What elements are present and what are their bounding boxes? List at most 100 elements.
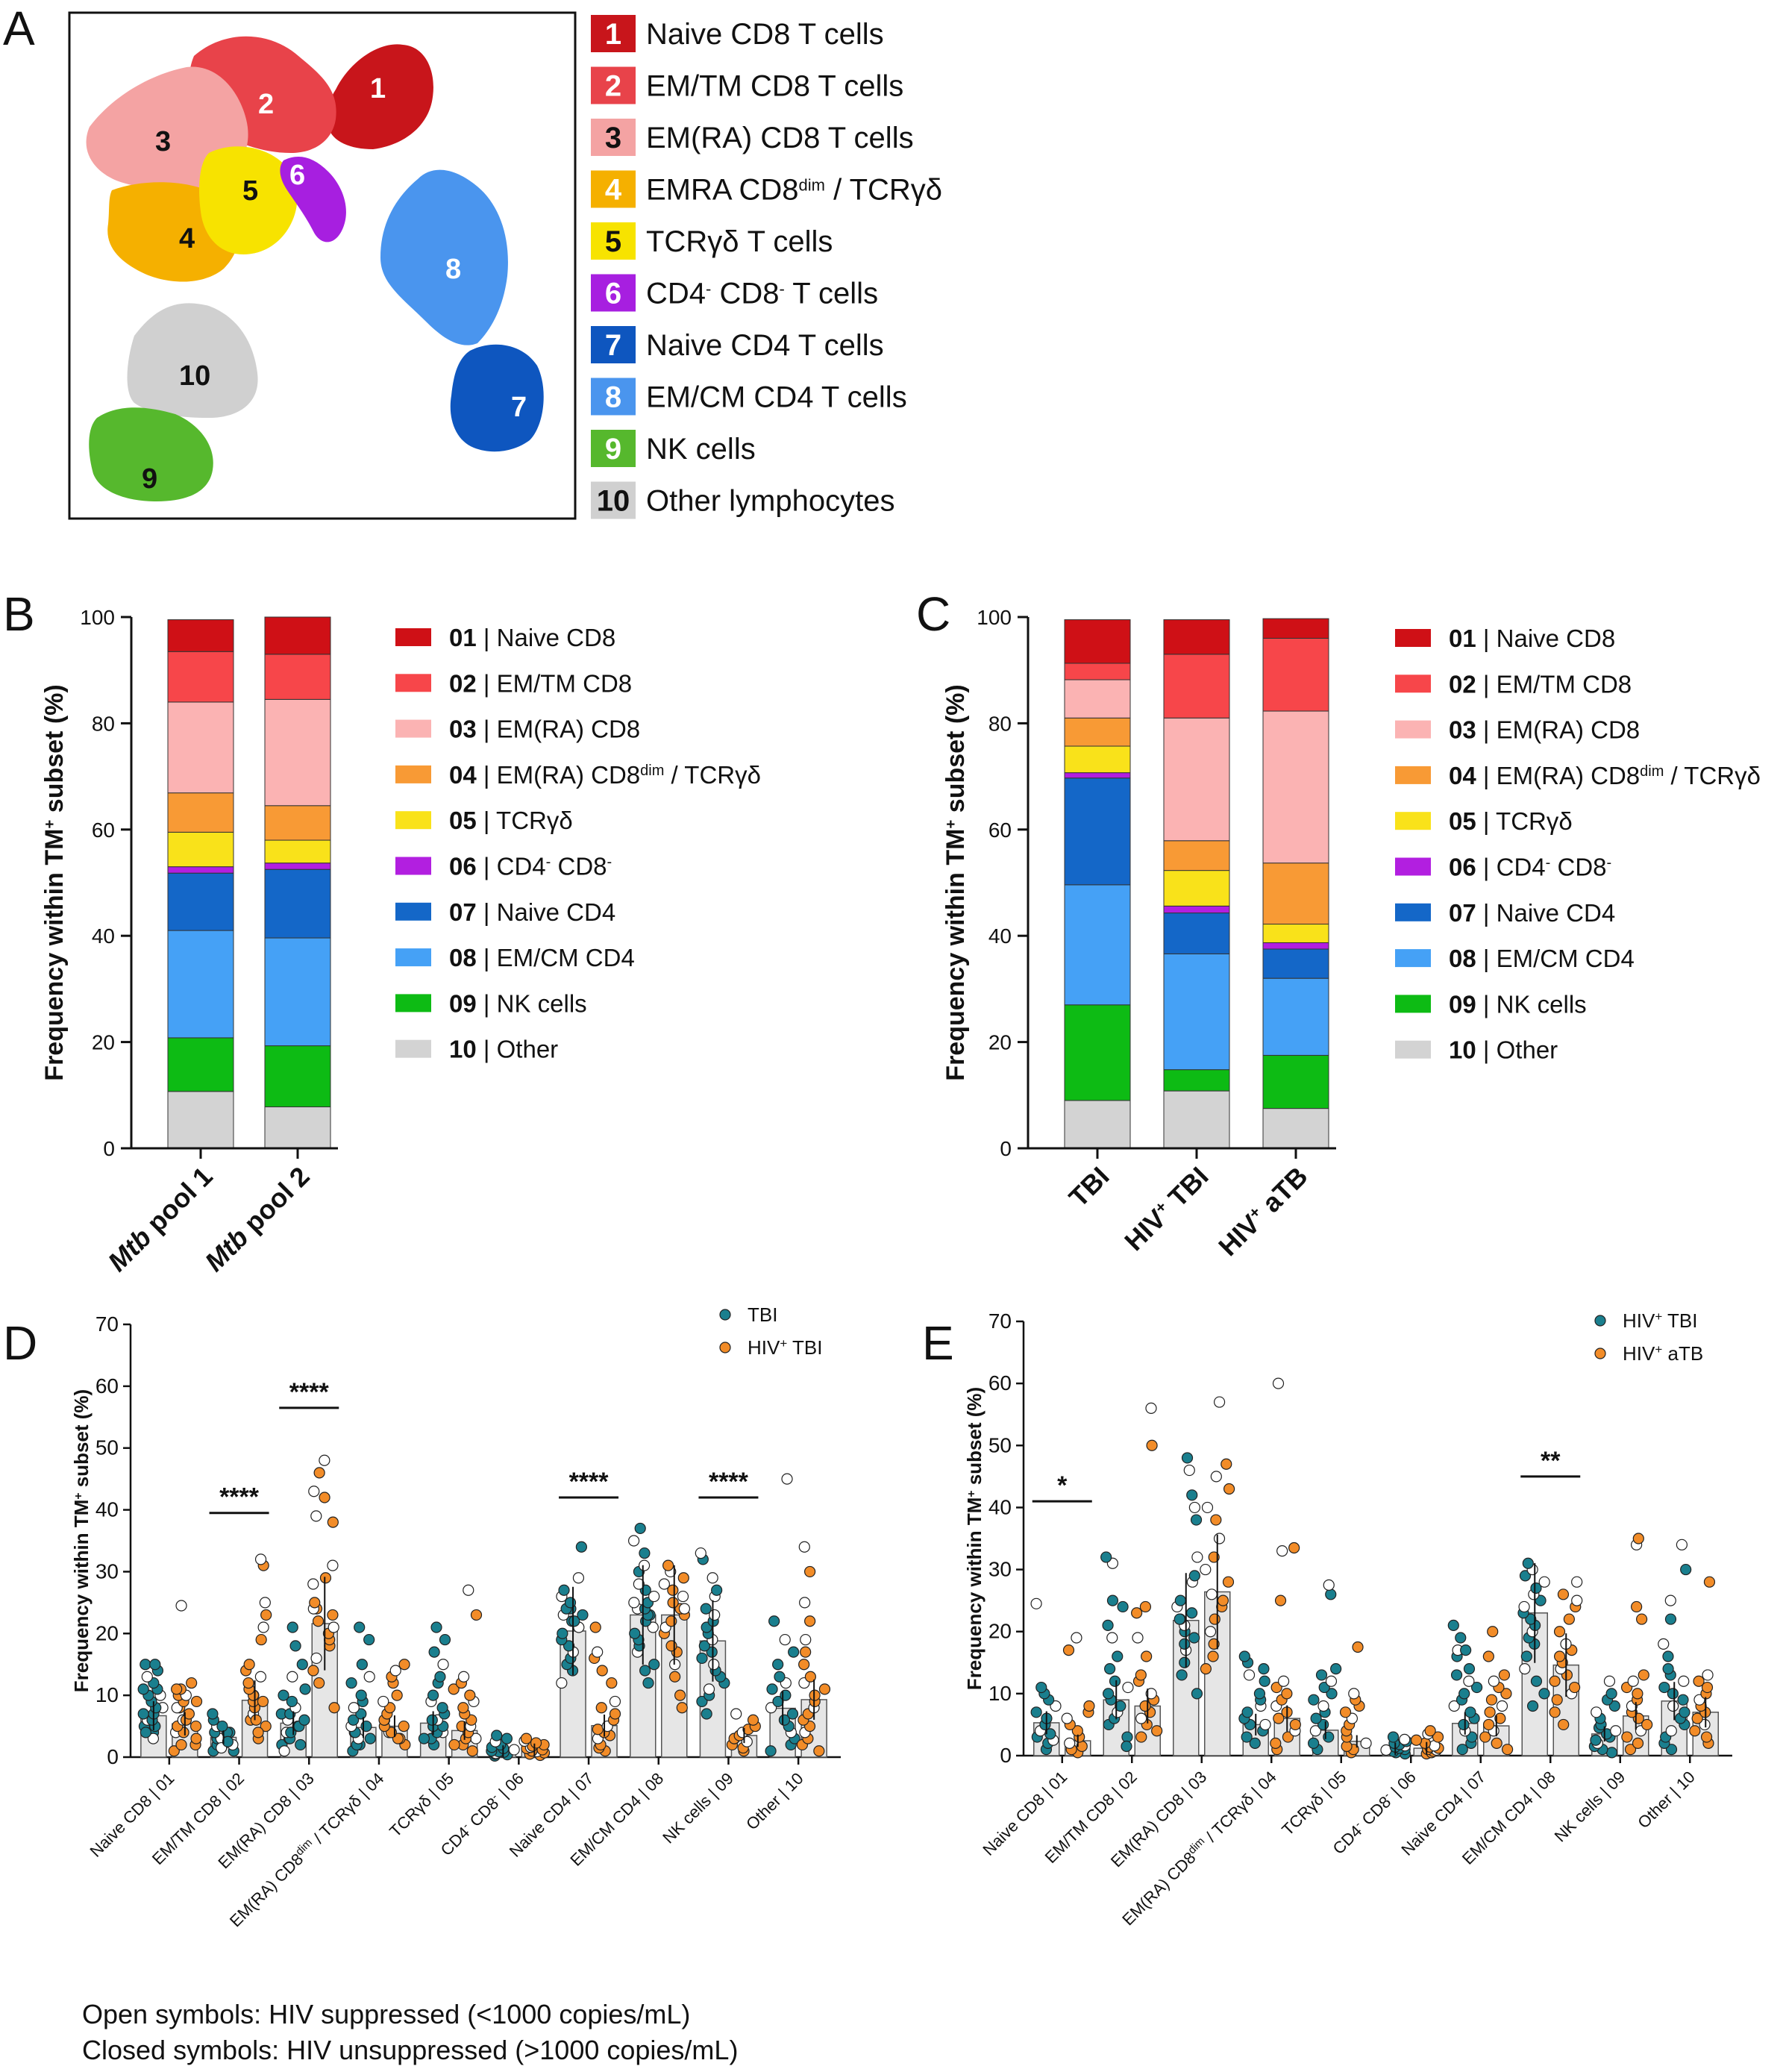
data-point [427,1689,439,1701]
data-point [501,1733,513,1744]
data-point [1276,1545,1288,1557]
data-point [140,1659,151,1671]
stack-segment-10 [264,1106,331,1149]
y-tick-label: 0 [1000,1744,1012,1767]
data-point [1109,1675,1121,1687]
category-label: TCRγδ | 05 [1278,1768,1350,1839]
stack-segment-07 [167,872,234,931]
data-point [1432,1731,1444,1743]
subset-sup: - [1546,855,1551,871]
umap-cluster-9 [89,407,213,501]
panel-letter-d: D [3,1316,37,1370]
data-point [183,1708,195,1720]
data-point [1488,1675,1500,1687]
stack-segment-09 [264,1045,331,1107]
stack-segment-01 [1163,619,1230,655]
subset-name: | Naive CD8 [1476,625,1615,652]
subset-number: 05 [449,807,477,834]
cluster-number-5: 5 [605,225,621,258]
category-label: HIV+ TBI [1118,1161,1214,1256]
cluster-name-text: Naive CD4 T cells [646,329,884,362]
data-point [508,1744,520,1756]
data-point [1676,1539,1688,1550]
subset-label-10: 10 | Other [1449,1036,1558,1064]
data-point [1549,1706,1561,1718]
data-point [1210,1514,1222,1526]
subset-number: 06 [449,853,477,880]
data-point [259,1597,271,1609]
y-tick-label: 70 [988,1309,1012,1333]
stack-segment-04 [167,792,234,833]
cluster-number-6: 6 [605,278,621,310]
legend-marker-a [1594,1315,1606,1327]
stack-segment-07 [1163,913,1230,954]
y-tick-label: 20 [92,1031,115,1054]
data-point [1208,1638,1220,1650]
data-point [1399,1733,1411,1745]
data-point [1141,1650,1153,1662]
data-point [448,1738,460,1751]
data-point [1699,1718,1711,1731]
data-point [207,1708,219,1720]
subset-swatch-07 [395,902,431,921]
data-point [278,1689,289,1701]
stack-segment-02 [264,654,331,700]
y-tick-label: 80 [988,712,1012,735]
data-point [609,1708,621,1720]
subset-sup: - [546,854,551,871]
data-point [696,1695,708,1708]
data-point [355,1708,367,1720]
stack-segment-03 [1163,717,1230,842]
data-point [1665,1744,1678,1756]
subset-label-10: 10 | Other [449,1036,558,1063]
data-point [1558,1718,1570,1731]
data-point [1035,1681,1047,1694]
y-title-sup: + [42,820,58,829]
stack-segment-08 [1262,977,1329,1056]
data-point [768,1615,780,1627]
data-point [1174,1594,1186,1606]
data-point [175,1600,187,1612]
cluster-name-text: CD4 [646,278,706,310]
significance-label: * [1057,1471,1068,1500]
cat-part: / TCRγδ | 04 [1199,1768,1280,1849]
significance-label: **** [569,1468,610,1496]
data-point [1530,1582,1542,1594]
data-point [658,1578,670,1590]
data-point [638,1559,651,1571]
data-point [1482,1650,1494,1662]
data-point [1455,1632,1467,1644]
cluster-name-2: EM/TM CD8 T cells [646,70,903,103]
data-point [1680,1563,1692,1576]
data-point [255,1633,267,1646]
y-title-main: Frequency within TM [70,1500,93,1693]
umap-label-5: 5 [242,175,258,207]
data-point [1112,1650,1124,1662]
umap-cluster-6 [280,157,346,242]
data-point [1061,1712,1073,1724]
data-point [1173,1613,1185,1625]
data-point [1208,1551,1220,1563]
data-point [662,1559,674,1571]
cluster-name-text: Other lymphocytes [646,485,894,518]
data-point [1308,1737,1320,1749]
cluster-name-1: Naive CD8 T cells [646,18,884,51]
y-title-main: Frequency within TM [40,829,69,1081]
subset-suffix: / TCRγδ [1664,762,1761,789]
y-tick-label: 70 [95,1312,119,1336]
data-point [1484,1706,1496,1718]
data-point [1549,1675,1561,1687]
data-point [1667,1688,1679,1700]
cluster-number-2: 2 [605,70,621,103]
subset-name: | TCRγδ [477,807,573,834]
data-point [1217,1594,1229,1606]
subset-name: | Naive CD8 [477,624,615,651]
data-point [186,1677,198,1689]
data-point [436,1702,448,1714]
stack-segment-09 [167,1037,234,1092]
cat-rest: pool 2 [233,1161,316,1244]
subset-number: 09 [1449,990,1476,1018]
data-point [1553,1626,1566,1638]
